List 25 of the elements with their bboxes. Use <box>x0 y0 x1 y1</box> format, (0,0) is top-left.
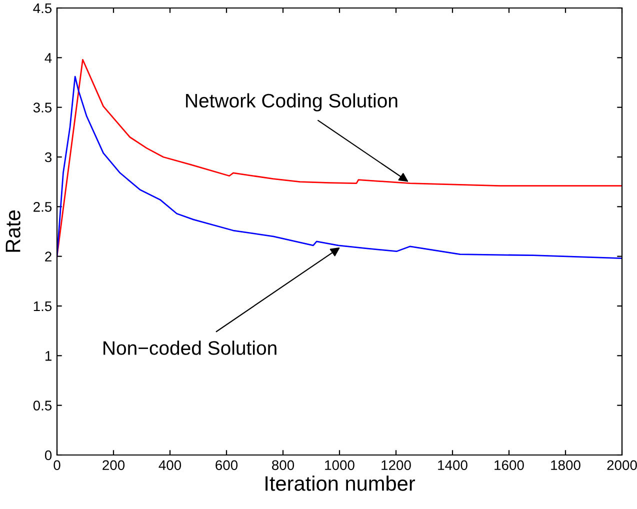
x-tick-label: 200 <box>102 460 125 470</box>
y-tick-label: 2.5 <box>34 202 52 212</box>
y-tick-label: 0.5 <box>33 400 52 411</box>
x-tick-label: 1400 <box>438 460 468 470</box>
x-axis-title: Iteration number <box>266 476 416 491</box>
x-tick-label: 0 <box>54 460 60 470</box>
x-tick-label: 600 <box>216 460 238 470</box>
y-tick-label: 3 <box>44 152 52 162</box>
y-tick-label: 1.5 <box>34 301 52 312</box>
x-tick-label: 400 <box>158 460 182 470</box>
y-tick-label: 3.5 <box>33 102 52 113</box>
x-tick-label: 800 <box>272 460 294 470</box>
x-tick-label: 1800 <box>551 460 580 470</box>
x-tick-label: 1600 <box>494 460 524 470</box>
y-tick-label: 2 <box>45 252 52 262</box>
x-tick-label: 1200 <box>382 460 411 470</box>
annotation: Network Coding Solution <box>186 93 398 112</box>
x-tick-label: 1000 <box>325 460 354 470</box>
y-tick-label: 1 <box>45 351 52 361</box>
y-axis-title: Rate <box>6 210 20 252</box>
y-tick-label: 4 <box>44 53 52 63</box>
y-tick-label: 4.5 <box>33 3 52 14</box>
annotation: Non−coded Solution <box>104 340 276 355</box>
x-tick-label: 2000 <box>607 460 637 470</box>
y-tick-label: 0 <box>44 450 52 460</box>
